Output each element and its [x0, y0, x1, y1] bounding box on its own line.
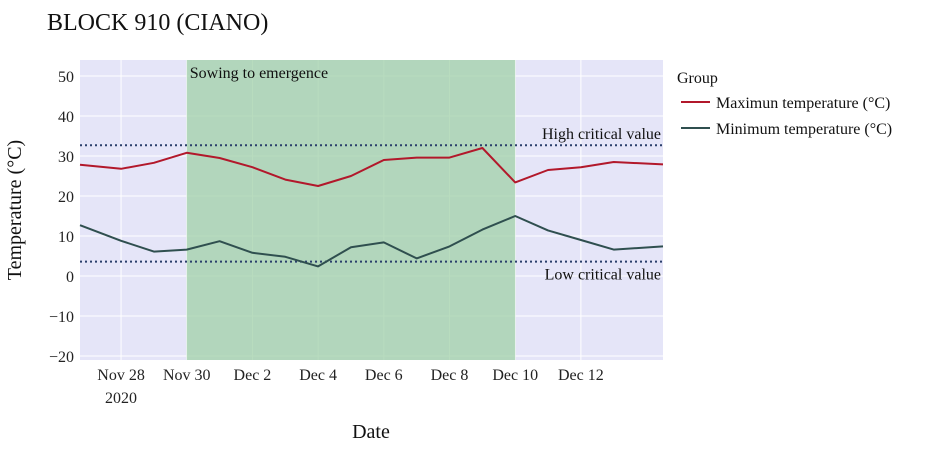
y-tick-label: 0	[66, 269, 74, 286]
x-tick-label: Nov 28	[97, 367, 145, 384]
legend-item-label: Maximun temperature (°C)	[716, 95, 890, 112]
legend-title: Group	[677, 70, 718, 87]
y-tick-label: 10	[58, 229, 74, 246]
y-tick-label: 50	[58, 69, 74, 86]
series-line-max	[79, 147, 664, 187]
y-tick-label: 40	[58, 109, 74, 126]
x-axis-title: Date	[352, 421, 390, 443]
x-tick-label: Dec 8	[431, 367, 469, 384]
shaded-region	[186, 60, 516, 360]
y-tick-label: −20	[49, 349, 74, 366]
series-line-min	[79, 215, 664, 268]
x-tick-label: Dec 10	[492, 367, 538, 384]
x-tick-label: Dec 12	[558, 367, 604, 384]
y-axis-title: Temperature (°C)	[4, 140, 26, 280]
plot-area: Sowing to emergence High critical value Lo…	[49, 60, 664, 407]
y-tick-label: 20	[58, 189, 74, 206]
y-tick-label: 30	[58, 149, 74, 166]
x-tick-label: Dec 2	[234, 367, 272, 384]
high-critical-label: High critical value	[542, 126, 661, 143]
x-tick-label: Dec 4	[299, 367, 337, 384]
legend: Group Maximun temperature (°C) Minimum te…	[677, 70, 892, 138]
x-tick-sublabel: 2020	[105, 390, 137, 407]
chart-title: BLOCK 910 (CIANO)	[47, 10, 268, 36]
y-tick-label: −10	[49, 309, 74, 326]
low-critical-label: Low critical value	[545, 267, 661, 284]
x-tick-label: Nov 30	[163, 367, 211, 384]
x-tick-label: Dec 6	[365, 367, 403, 384]
shaded-region-label: Sowing to emergence	[190, 65, 328, 82]
legend-item-label: Minimum temperature (°C)	[716, 121, 892, 138]
